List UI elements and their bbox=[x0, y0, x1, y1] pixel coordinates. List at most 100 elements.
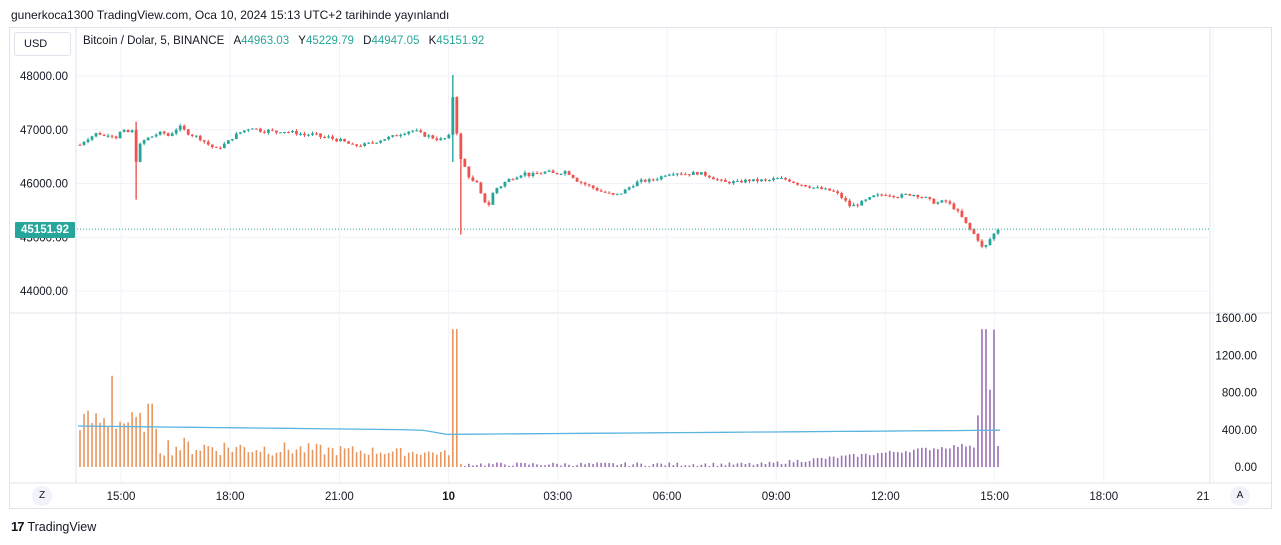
symbol-name[interactable]: Bitcoin / Dolar, 5, BINANCE bbox=[83, 35, 225, 47]
candle-body bbox=[804, 184, 807, 187]
candle-body bbox=[719, 179, 723, 181]
candle-body bbox=[307, 134, 310, 136]
candle-body bbox=[315, 133, 318, 135]
candle-body bbox=[788, 179, 791, 182]
volume-bars bbox=[77, 329, 1001, 467]
candle-body bbox=[820, 187, 824, 190]
high-key: Y bbox=[298, 35, 306, 47]
candle-body bbox=[146, 137, 150, 141]
candle-body bbox=[283, 132, 286, 134]
candle-body bbox=[539, 173, 543, 175]
candle-body bbox=[848, 200, 852, 207]
candle-body bbox=[94, 133, 98, 137]
tradingview-logo-icon: 17 bbox=[11, 519, 25, 534]
candle-body bbox=[683, 174, 687, 176]
candle-body bbox=[110, 135, 114, 137]
candle-body bbox=[952, 203, 956, 210]
candle-body bbox=[671, 174, 675, 176]
candle-body bbox=[323, 136, 326, 138]
candle-body bbox=[122, 129, 126, 132]
candle-body bbox=[868, 197, 872, 200]
candle-body bbox=[327, 136, 330, 138]
time-tick-label: 21:00 bbox=[325, 491, 354, 503]
candle-body bbox=[90, 136, 94, 140]
candle-body bbox=[319, 133, 322, 137]
candle-body bbox=[246, 129, 250, 131]
candle-body bbox=[423, 132, 427, 137]
time-tick-label: 09:00 bbox=[762, 491, 791, 503]
candle-body bbox=[800, 184, 803, 186]
candle-body bbox=[166, 133, 170, 136]
candle-body bbox=[439, 138, 443, 141]
candle-body bbox=[403, 133, 407, 135]
candle-body bbox=[218, 147, 222, 149]
time-tick-label: 06:00 bbox=[653, 491, 682, 503]
candle-body bbox=[347, 141, 350, 144]
candle-body bbox=[896, 197, 900, 199]
candle-body bbox=[511, 179, 515, 181]
candle-body bbox=[832, 190, 836, 192]
volume-ma-line bbox=[77, 425, 1001, 436]
candle-body bbox=[443, 138, 447, 140]
candle-body bbox=[355, 144, 359, 146]
candle-body bbox=[150, 136, 154, 138]
candle-body bbox=[768, 179, 771, 181]
candle-body bbox=[82, 141, 86, 145]
candlesticks bbox=[77, 74, 1209, 249]
candle-body bbox=[655, 179, 659, 181]
candle-body bbox=[543, 171, 547, 174]
candle-body bbox=[880, 194, 884, 196]
volume-tick-label: 400.00 bbox=[1222, 425, 1257, 437]
candle-body bbox=[587, 184, 591, 186]
candle-body bbox=[299, 133, 302, 135]
auto-scale-right-button[interactable]: A bbox=[1230, 486, 1250, 506]
time-tick-label: 15:00 bbox=[980, 491, 1009, 503]
candle-body bbox=[367, 142, 371, 144]
candle-body bbox=[900, 194, 904, 198]
low-value: 44947.05 bbox=[371, 35, 420, 47]
candle-body bbox=[944, 200, 948, 202]
candle-body bbox=[130, 130, 134, 133]
candle-body bbox=[740, 180, 743, 183]
candle-body bbox=[844, 197, 848, 201]
symbol-legend: Bitcoin / Dolar, 5, BINANCE A44963.03 Y 4… bbox=[83, 35, 484, 47]
candle-body bbox=[836, 191, 840, 194]
candle-body bbox=[840, 193, 844, 198]
candle-body bbox=[707, 175, 711, 178]
candle-body bbox=[343, 138, 346, 142]
candle-body bbox=[567, 171, 571, 175]
candle-body bbox=[263, 131, 266, 133]
candle-body bbox=[447, 134, 451, 139]
currency-selector[interactable]: USD bbox=[14, 32, 71, 56]
candle-body bbox=[258, 128, 262, 132]
candle-body bbox=[78, 144, 82, 146]
candle-body bbox=[275, 130, 278, 133]
candle-body bbox=[571, 174, 575, 178]
candle-body bbox=[627, 187, 631, 190]
candle-body bbox=[415, 130, 419, 132]
candle-body bbox=[856, 204, 860, 206]
candle-body bbox=[475, 180, 479, 183]
candle-body bbox=[226, 140, 230, 144]
candle-body bbox=[170, 133, 174, 136]
candle-body bbox=[928, 196, 932, 199]
candle-body bbox=[487, 202, 491, 205]
candle-body bbox=[158, 131, 162, 135]
candle-body bbox=[279, 132, 282, 134]
volume-tick-label: 0.00 bbox=[1235, 462, 1257, 474]
candle-body bbox=[98, 133, 102, 135]
candle-body bbox=[904, 194, 908, 196]
candle-body bbox=[992, 233, 996, 240]
open-key: A bbox=[233, 35, 242, 47]
candle-body bbox=[106, 135, 110, 137]
candle-body bbox=[491, 193, 495, 205]
tradingview-brand[interactable]: 17 TradingView bbox=[11, 519, 96, 534]
candle-body bbox=[527, 172, 531, 176]
open-value: 44963.03 bbox=[241, 35, 290, 47]
grid bbox=[77, 28, 1214, 482]
candle-body bbox=[411, 130, 415, 132]
candle-body bbox=[467, 166, 471, 178]
auto-scale-left-button[interactable]: Z bbox=[32, 486, 52, 506]
candle-body bbox=[715, 179, 719, 181]
